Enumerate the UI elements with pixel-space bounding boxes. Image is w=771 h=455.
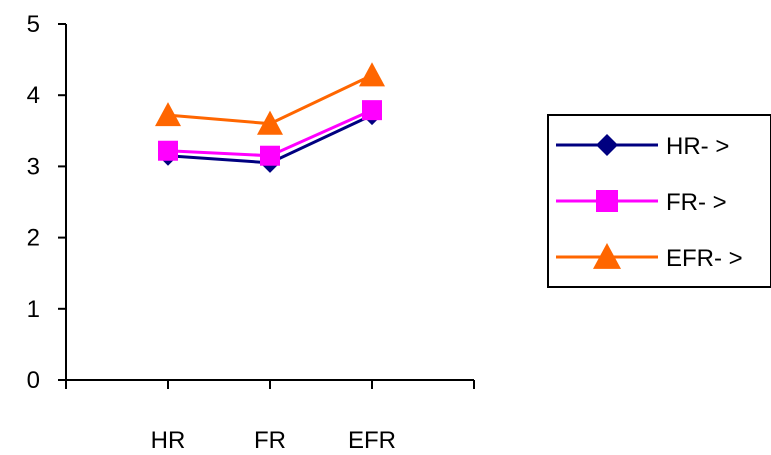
legend-label: FR- > bbox=[666, 189, 727, 216]
y-tick-label: 0 bbox=[27, 367, 40, 394]
data-point bbox=[260, 145, 280, 166]
legend-item: HR- > bbox=[556, 133, 729, 160]
series-1 bbox=[158, 100, 382, 166]
y-ticks: 0 1 2 3 4 5 bbox=[27, 11, 66, 394]
x-ticks: HR FR EFR bbox=[65, 380, 475, 454]
series-layer bbox=[155, 62, 385, 173]
legend-label: EFR- > bbox=[666, 245, 743, 272]
y-tick-label: 2 bbox=[27, 225, 40, 252]
y-tick-label: 4 bbox=[27, 82, 40, 109]
triangle-marker bbox=[593, 243, 621, 269]
diamond-marker bbox=[596, 134, 618, 156]
data-point bbox=[257, 110, 283, 135]
x-tick-label: EFR bbox=[348, 427, 396, 454]
legend-items: HR- > FR- > EFR- > bbox=[556, 133, 743, 272]
data-point bbox=[155, 102, 181, 127]
legend: HR- > FR- > EFR- > bbox=[547, 114, 771, 288]
x-tick-label: FR bbox=[254, 427, 286, 454]
axes: 0 1 2 3 4 5 HR FR EFR bbox=[27, 11, 475, 454]
y-tick-label: 1 bbox=[27, 296, 40, 323]
legend-item: EFR- > bbox=[556, 243, 743, 272]
data-point bbox=[158, 140, 178, 161]
y-tick-label: 3 bbox=[27, 153, 40, 180]
data-point bbox=[362, 100, 382, 121]
legend-item: FR- > bbox=[556, 189, 727, 216]
series-2 bbox=[155, 62, 385, 135]
data-point bbox=[359, 62, 385, 87]
y-tick-label: 5 bbox=[27, 11, 40, 38]
square-marker bbox=[596, 190, 618, 212]
x-tick-label: HR bbox=[151, 427, 186, 454]
legend-label: HR- > bbox=[666, 133, 729, 160]
